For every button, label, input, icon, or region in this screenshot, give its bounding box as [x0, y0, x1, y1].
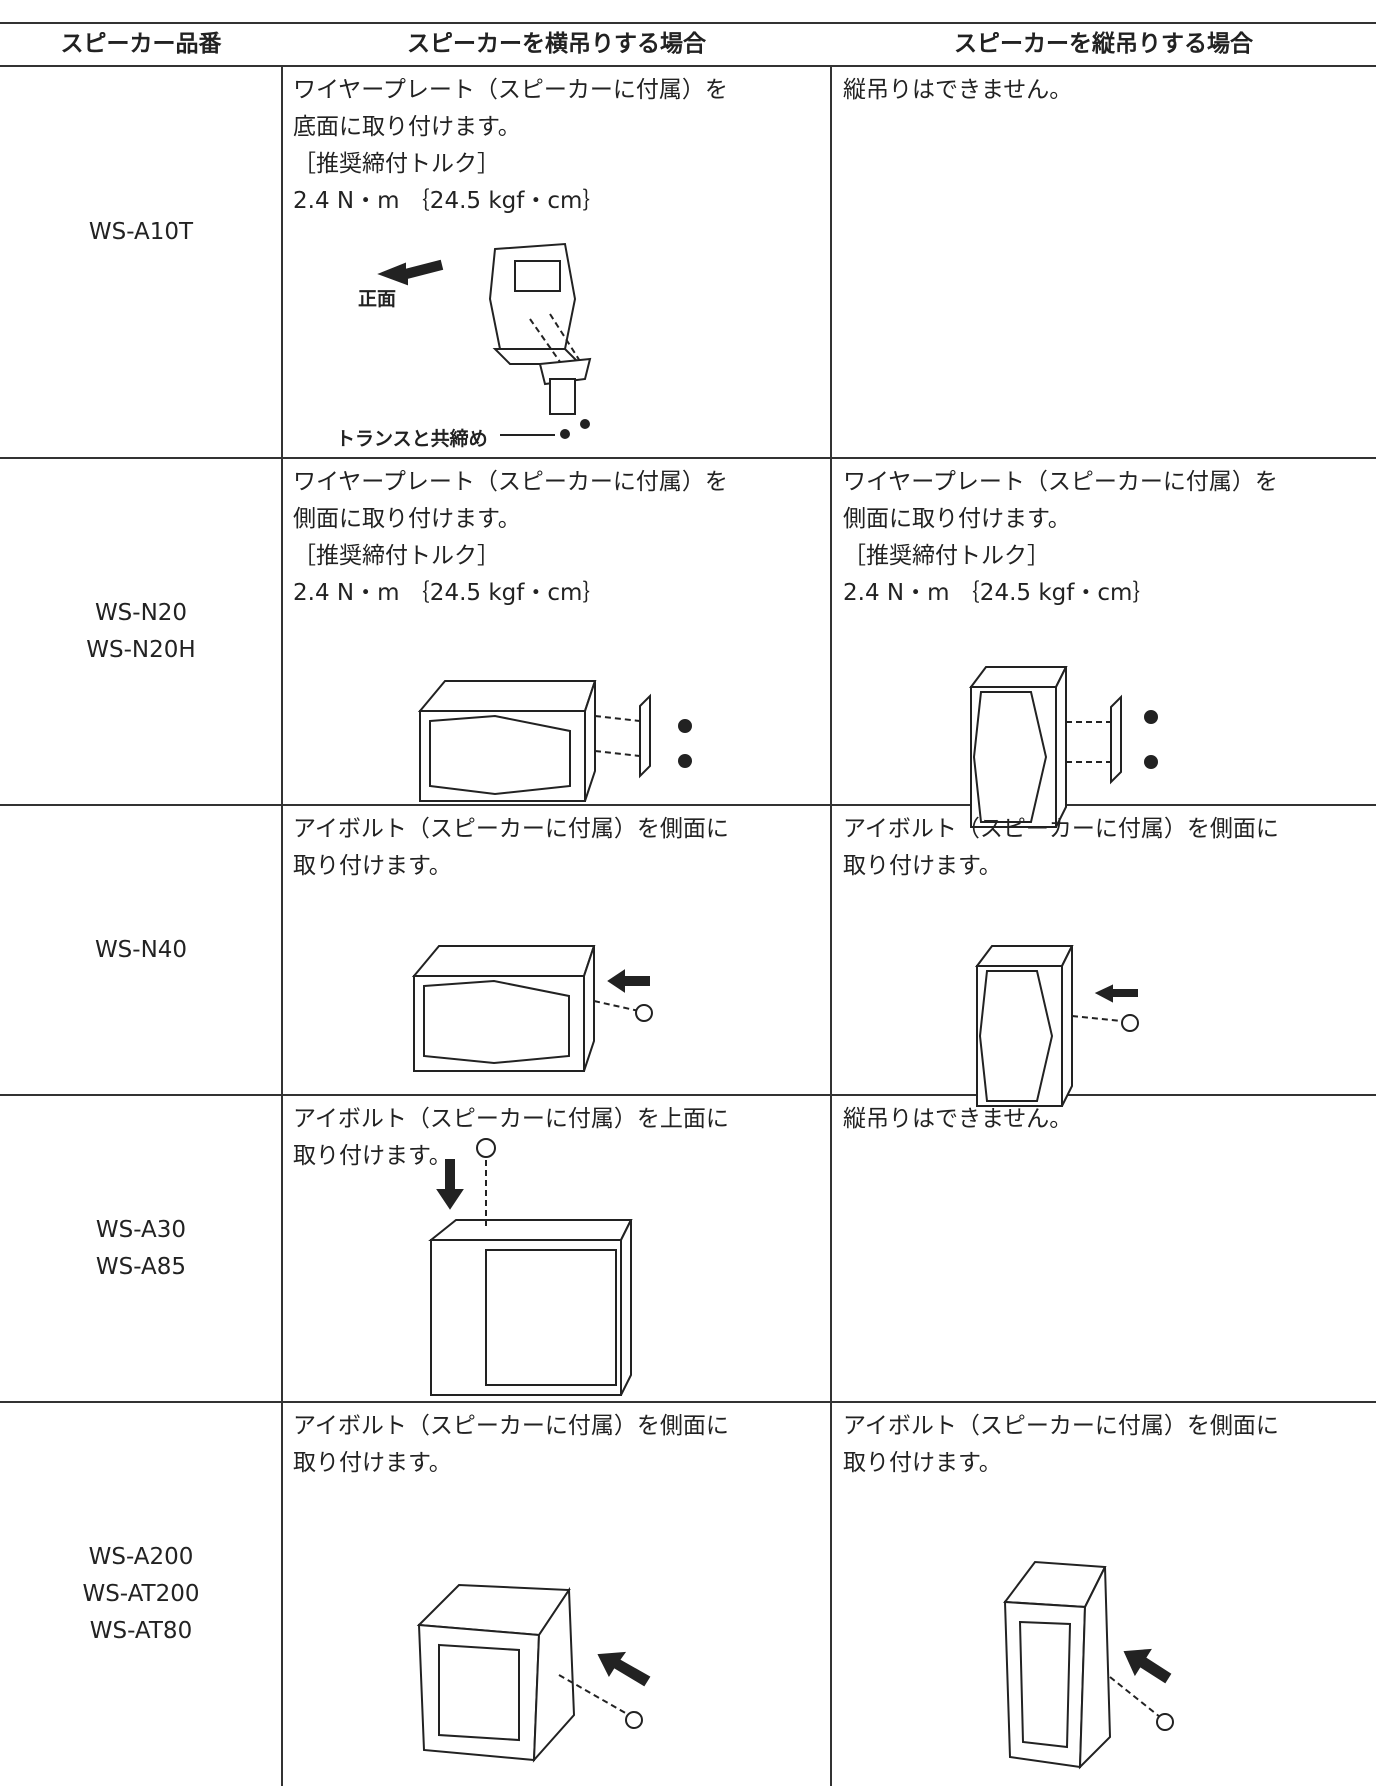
- cell-text: 2.4 N・m ｛24.5 kgf・cm｝: [843, 580, 1156, 606]
- cell-text: ワイヤープレート（スピーカーに付属）を: [293, 77, 728, 103]
- model-name: WS-A200: [88, 1543, 194, 1570]
- illustration: [411, 945, 653, 1072]
- model-name: WS-A85: [95, 1253, 187, 1280]
- cell-text: 2.4 N・m ｛24.5 kgf・cm｝: [293, 580, 606, 606]
- rule: [0, 457, 1376, 459]
- cell-text: アイボルト（スピーカーに付属）を側面に: [843, 1413, 1279, 1439]
- cell-text: ワイヤープレート（スピーカーに付属）を: [293, 469, 728, 495]
- model-name: WS-AT200: [82, 1580, 200, 1607]
- model-name: WS-A10T: [88, 218, 194, 245]
- cell-text: ［推奨締付トルク］: [293, 151, 500, 177]
- illustration-label: 正面: [358, 288, 397, 310]
- model-name: WS-N40: [94, 936, 188, 963]
- model-name: WS-A30: [95, 1216, 187, 1243]
- illustration: [975, 945, 1139, 1107]
- cell-text: 取り付けます。: [293, 1143, 452, 1169]
- rule: [830, 66, 832, 1786]
- rule: [0, 22, 1376, 24]
- illustration: [1003, 1560, 1174, 1770]
- cell-text: 縦吊りはできません。: [843, 77, 1073, 103]
- cell-text: 側面に取り付けます。: [843, 506, 1071, 532]
- rule: [0, 1094, 1376, 1096]
- cell-text: 縦吊りはできません。: [843, 1106, 1073, 1132]
- model-name: WS-AT80: [89, 1617, 193, 1644]
- cell-text: アイボルト（スピーカーに付属）を側面に: [843, 816, 1279, 842]
- illustration: [428, 1138, 633, 1396]
- cell-text: 取り付けます。: [293, 853, 452, 879]
- cell-text: アイボルト（スピーカーに付属）を上面に: [293, 1106, 729, 1132]
- rule: [0, 1401, 1376, 1403]
- cell-text: 取り付けます。: [293, 1450, 452, 1476]
- model-name: WS-N20: [94, 599, 188, 626]
- cell-text: アイボルト（スピーカーに付属）を側面に: [293, 816, 729, 842]
- cell-text: ［推奨締付トルク］: [843, 543, 1050, 569]
- cell-text: 2.4 N・m ｛24.5 kgf・cm｝: [293, 188, 606, 214]
- cell-text: 底面に取り付けます。: [293, 114, 521, 140]
- rule: [0, 804, 1376, 806]
- illustration: [416, 1583, 651, 1763]
- cell-text: 取り付けます。: [843, 1450, 1002, 1476]
- illustration: [377, 242, 592, 439]
- header-cell: スピーカーを縦吊りする場合: [954, 31, 1253, 57]
- rule: [281, 66, 283, 1786]
- header-cell: スピーカー品番: [60, 31, 222, 57]
- illustration-label: トランスと共締め: [336, 428, 488, 450]
- illustration: [417, 680, 692, 802]
- cell-text: 取り付けます。: [843, 853, 1002, 879]
- header-cell: スピーカーを横吊りする場合: [407, 31, 706, 57]
- cell-text: アイボルト（スピーカーに付属）を側面に: [293, 1413, 729, 1439]
- illustration: [969, 666, 1158, 828]
- cell-text: ワイヤープレート（スピーカーに付属）を: [843, 469, 1278, 495]
- cell-text: 側面に取り付けます。: [293, 506, 521, 532]
- rule: [0, 65, 1376, 67]
- cell-text: ［推奨締付トルク］: [293, 543, 500, 569]
- model-name: WS-N20H: [86, 636, 196, 663]
